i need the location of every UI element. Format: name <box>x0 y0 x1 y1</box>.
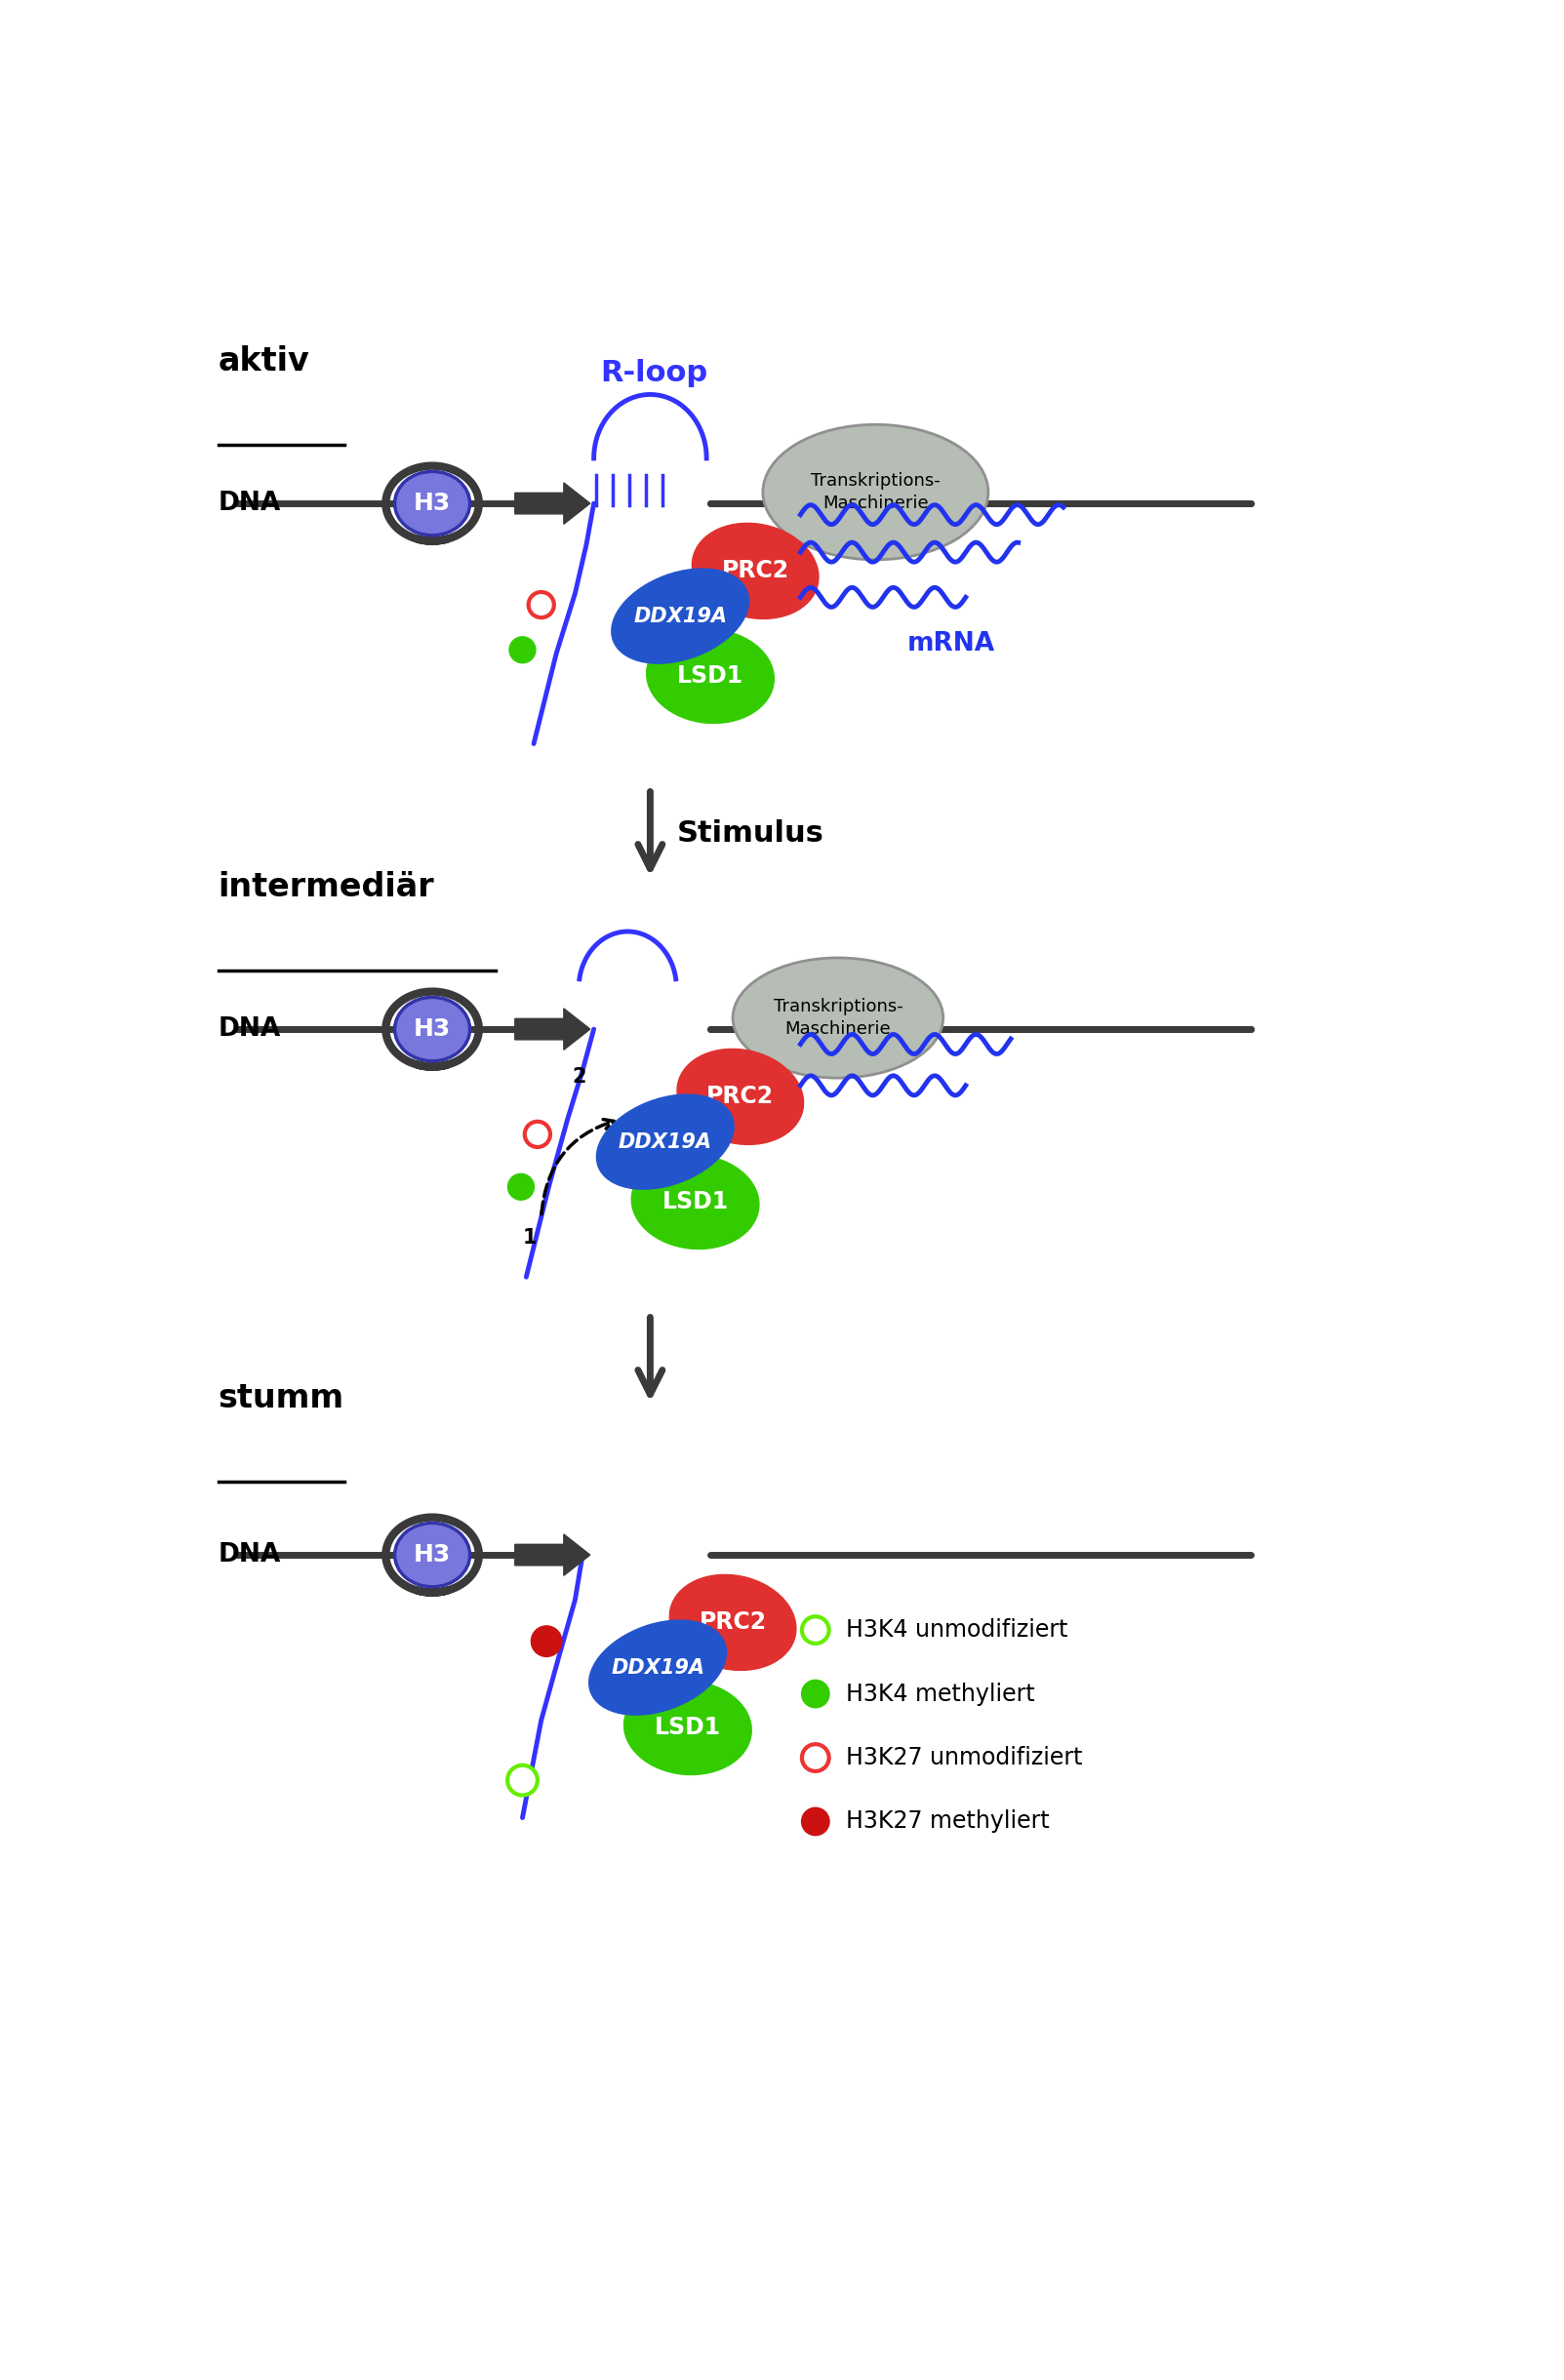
Ellipse shape <box>394 471 469 536</box>
Ellipse shape <box>632 1154 759 1250</box>
FancyArrow shape <box>515 1535 590 1576</box>
Text: mRNA: mRNA <box>907 631 995 657</box>
Circle shape <box>802 1680 829 1706</box>
Ellipse shape <box>646 628 774 724</box>
Circle shape <box>802 1745 829 1771</box>
Ellipse shape <box>394 1523 469 1587</box>
Circle shape <box>802 1809 829 1835</box>
Ellipse shape <box>693 524 818 619</box>
Text: H3K4 methyliert: H3K4 methyliert <box>846 1683 1034 1706</box>
Circle shape <box>508 1173 533 1200</box>
Text: 2: 2 <box>572 1066 586 1085</box>
Text: DDX19A: DDX19A <box>618 1133 712 1152</box>
Text: DDX19A: DDX19A <box>612 1659 704 1678</box>
Ellipse shape <box>394 997 469 1061</box>
Ellipse shape <box>677 1050 804 1145</box>
Text: H3K27 methyliert: H3K27 methyliert <box>846 1809 1049 1833</box>
Text: H3: H3 <box>413 493 450 514</box>
Text: LSD1: LSD1 <box>677 664 743 688</box>
Text: H3: H3 <box>413 1542 450 1566</box>
Text: DNA: DNA <box>219 1016 282 1042</box>
Ellipse shape <box>624 1680 751 1775</box>
Text: 1: 1 <box>522 1228 536 1247</box>
Text: PRC2: PRC2 <box>699 1611 766 1635</box>
Text: Transkriptions-
Maschinerie: Transkriptions- Maschinerie <box>773 997 902 1038</box>
Text: intermediär: intermediär <box>219 871 435 904</box>
Text: PRC2: PRC2 <box>707 1085 774 1109</box>
Ellipse shape <box>612 569 749 664</box>
Text: H3: H3 <box>413 1019 450 1040</box>
Text: DDX19A: DDX19A <box>633 607 727 626</box>
Ellipse shape <box>669 1576 796 1671</box>
Text: DNA: DNA <box>219 490 282 516</box>
Ellipse shape <box>590 1621 726 1716</box>
Text: PRC2: PRC2 <box>721 559 790 583</box>
Text: Transkriptions-
Maschinerie: Transkriptions- Maschinerie <box>810 474 940 512</box>
Ellipse shape <box>763 424 988 559</box>
FancyArrow shape <box>515 1009 590 1050</box>
Text: Stimulus: Stimulus <box>677 819 824 847</box>
Text: aktiv: aktiv <box>219 345 310 378</box>
Text: LSD1: LSD1 <box>662 1190 729 1214</box>
Circle shape <box>510 638 535 662</box>
Text: H3K27 unmodifiziert: H3K27 unmodifiziert <box>846 1747 1082 1768</box>
Circle shape <box>507 1766 538 1795</box>
Ellipse shape <box>596 1095 734 1190</box>
Circle shape <box>529 593 554 616</box>
Text: R-loop: R-loop <box>601 359 707 388</box>
FancyArrow shape <box>515 483 590 524</box>
Text: H3K4 unmodifiziert: H3K4 unmodifiziert <box>846 1618 1068 1642</box>
Ellipse shape <box>734 957 943 1078</box>
Text: LSD1: LSD1 <box>654 1716 721 1740</box>
Circle shape <box>524 1121 551 1147</box>
Text: DNA: DNA <box>219 1542 282 1568</box>
Text: stumm: stumm <box>219 1383 344 1414</box>
Circle shape <box>532 1626 561 1656</box>
Circle shape <box>802 1616 829 1645</box>
